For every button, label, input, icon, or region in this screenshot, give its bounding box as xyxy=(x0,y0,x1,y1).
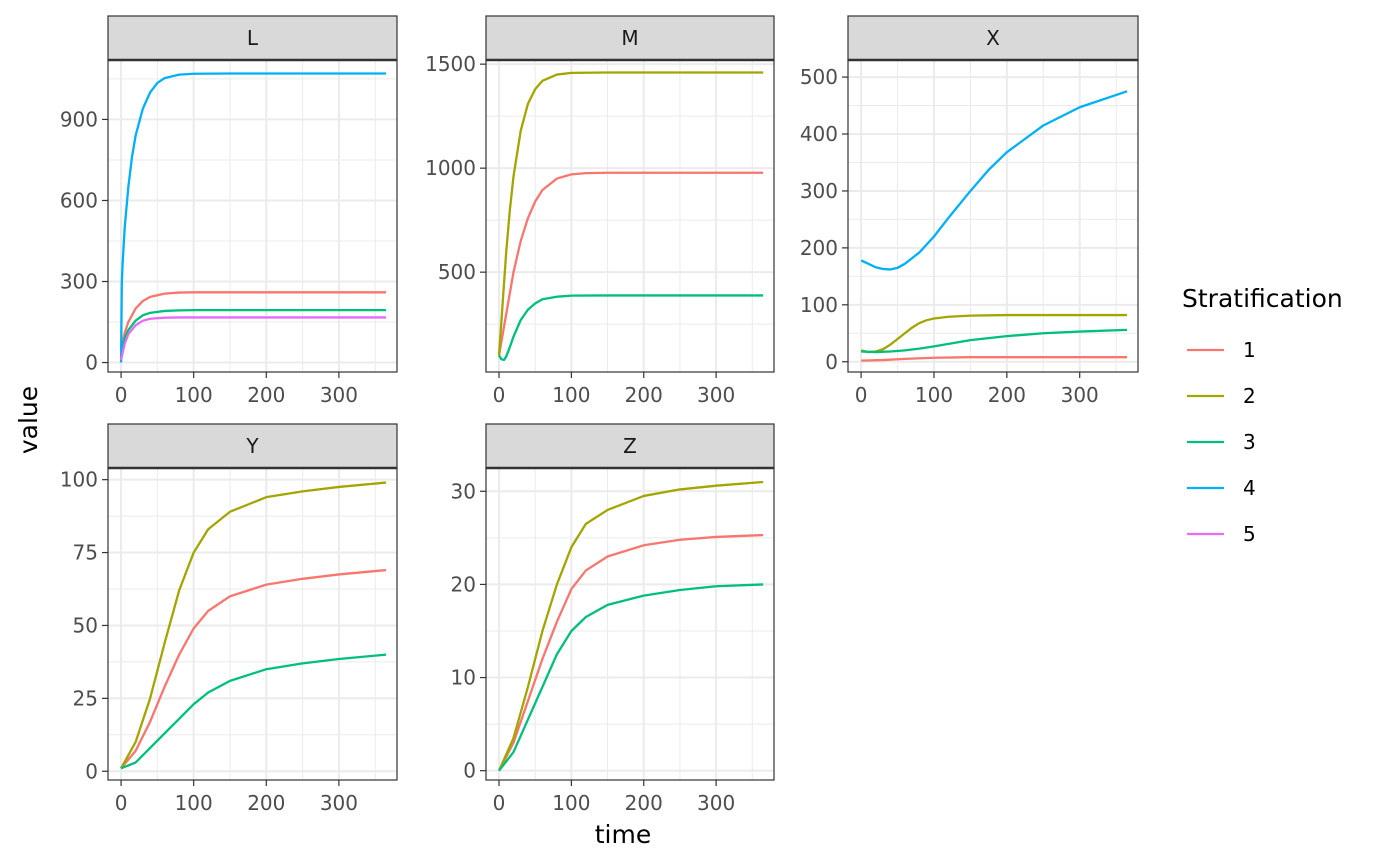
y-tick-label: 300 xyxy=(800,179,838,203)
panel-background xyxy=(108,60,397,372)
y-tick-label: 0 xyxy=(825,350,838,374)
y-tick-label: 30 xyxy=(451,479,476,503)
y-tick-label: 500 xyxy=(438,260,476,284)
series-line-3 xyxy=(861,328,1128,354)
x-tick-label: 200 xyxy=(247,383,285,407)
y-tick-label: 0 xyxy=(85,759,98,783)
series-line-2 xyxy=(497,480,764,772)
series-line-1 xyxy=(498,533,764,772)
y-tick-label: 500 xyxy=(800,65,838,89)
x-tick-label: 0 xyxy=(493,383,506,407)
series-line-2 xyxy=(860,313,1128,354)
x-tick-label: 200 xyxy=(625,383,663,407)
facet-strip-label: L xyxy=(247,26,259,50)
series-line-1 xyxy=(120,568,387,770)
y-tick-label: 100 xyxy=(60,468,98,492)
series-line-3 xyxy=(119,308,387,353)
y-tick-label: 10 xyxy=(451,666,476,690)
x-tick-label: 300 xyxy=(697,791,735,815)
legend-label-3: 3 xyxy=(1243,430,1256,454)
x-tick-label: 300 xyxy=(320,383,358,407)
y-tick-label: 200 xyxy=(800,236,838,260)
series-line-5 xyxy=(119,316,387,361)
x-tick-label: 200 xyxy=(988,383,1026,407)
y-tick-label: 0 xyxy=(85,351,98,375)
legend-label-1: 1 xyxy=(1243,338,1256,362)
series-line-4 xyxy=(860,90,1128,271)
y-axis-title: value xyxy=(14,386,43,454)
series-line-1 xyxy=(861,356,1128,362)
x-tick-label: 0 xyxy=(493,791,506,815)
panel-background xyxy=(486,468,774,780)
facet-strip xyxy=(847,15,1139,61)
series-line-1 xyxy=(497,171,764,356)
facet-panel-M: M 0 100 200 300 500 1000 1500 xyxy=(425,15,775,407)
y-tick-label: 0 xyxy=(463,759,476,783)
x-tick-label: 0 xyxy=(115,383,128,407)
y-tick-label: 600 xyxy=(60,188,98,212)
panel-background xyxy=(848,60,1138,372)
facet-strip-label: Y xyxy=(245,434,259,458)
panel-background xyxy=(486,60,774,372)
facet-strip-label: Z xyxy=(623,434,637,458)
series-line-2 xyxy=(497,71,764,356)
y-tick-label: 75 xyxy=(73,541,98,565)
x-tick-label: 0 xyxy=(115,791,128,815)
x-tick-label: 200 xyxy=(625,791,663,815)
y-tick-label: 900 xyxy=(60,107,98,131)
y-tick-label: 50 xyxy=(73,613,98,637)
facet-strip xyxy=(485,423,775,469)
facet-strip xyxy=(107,423,398,469)
facet-strip-label: M xyxy=(621,26,638,50)
y-tick-label: 1500 xyxy=(425,52,476,76)
x-tick-label: 0 xyxy=(855,383,868,407)
x-tick-label: 100 xyxy=(552,791,590,815)
y-tick-label: 100 xyxy=(800,293,838,317)
series-line-3 xyxy=(120,653,387,770)
legend-label-5: 5 xyxy=(1243,522,1256,546)
legend: Stratification 1 2 3 4 5 xyxy=(1182,284,1343,546)
y-tick-label: 1000 xyxy=(425,156,476,180)
facet-panel-X: X 0 100 200 300 0 100 200 300 400 500 xyxy=(800,15,1139,407)
series-line-4 xyxy=(119,72,387,363)
legend-title: Stratification xyxy=(1182,284,1343,313)
x-tick-label: 100 xyxy=(175,791,213,815)
x-tick-label: 300 xyxy=(1061,383,1099,407)
x-tick-label: 100 xyxy=(915,383,953,407)
x-axis-title: time xyxy=(595,820,651,849)
x-tick-label: 100 xyxy=(175,383,213,407)
facet-panel-L: L 0 100 200 300 0 300 600 900 xyxy=(60,15,398,407)
x-tick-label: 300 xyxy=(320,791,358,815)
series-line-2 xyxy=(120,481,387,769)
legend-label-2: 2 xyxy=(1243,384,1256,408)
x-tick-label: 300 xyxy=(697,383,735,407)
panel-background xyxy=(108,468,397,780)
series-line-1 xyxy=(119,291,387,350)
series-line-3 xyxy=(498,294,764,362)
x-tick-label: 200 xyxy=(247,791,285,815)
legend-label-4: 4 xyxy=(1243,476,1256,500)
facet-strip-label: X xyxy=(986,26,1000,50)
facet-panel-Z: Z 0 100 200 300 0 10 20 30 xyxy=(451,423,775,815)
facet-strip xyxy=(107,15,398,61)
y-tick-label: 20 xyxy=(451,572,476,596)
x-tick-label: 100 xyxy=(552,383,590,407)
series-line-3 xyxy=(498,583,764,772)
y-tick-label: 400 xyxy=(800,122,838,146)
y-tick-label: 25 xyxy=(73,686,98,710)
y-tick-label: 300 xyxy=(60,270,98,294)
facet-panel-Y: Y 0 100 200 300 0 25 50 75 100 xyxy=(60,423,398,815)
